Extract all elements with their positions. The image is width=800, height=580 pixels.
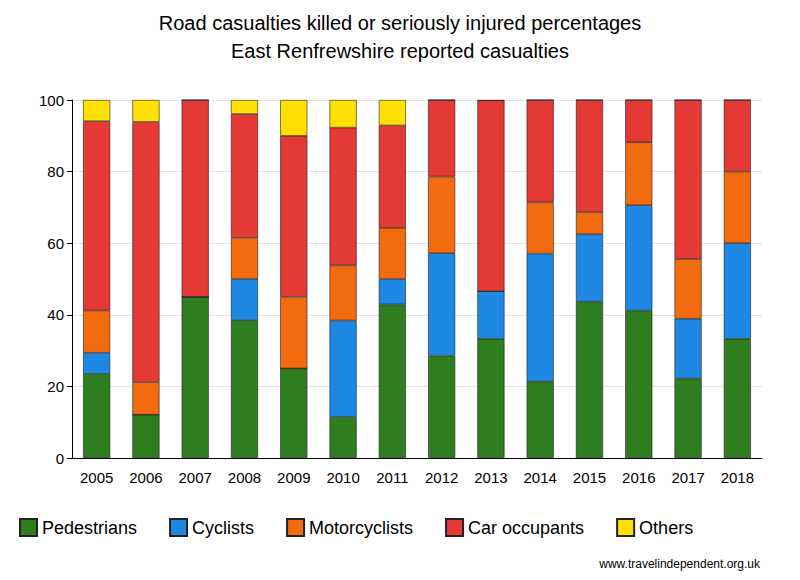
svg-text:Cyclists: Cyclists xyxy=(192,518,254,538)
svg-text:2014: 2014 xyxy=(524,469,557,486)
svg-text:80: 80 xyxy=(47,163,64,180)
svg-text:2017: 2017 xyxy=(671,469,704,486)
svg-text:2005: 2005 xyxy=(80,469,113,486)
svg-text:2015: 2015 xyxy=(573,469,606,486)
svg-text:2007: 2007 xyxy=(179,469,212,486)
svg-text:2010: 2010 xyxy=(326,469,359,486)
svg-text:20: 20 xyxy=(47,378,64,395)
svg-text:Others: Others xyxy=(639,518,693,538)
svg-text:0: 0 xyxy=(56,450,64,467)
svg-text:60: 60 xyxy=(47,235,64,252)
svg-text:Car occupants: Car occupants xyxy=(468,518,584,538)
svg-text:Pedestrians: Pedestrians xyxy=(42,518,137,538)
svg-text:Motorcyclists: Motorcyclists xyxy=(309,518,413,538)
svg-text:East Renfrewshire reported cas: East Renfrewshire reported casualties xyxy=(231,40,569,62)
svg-text:2006: 2006 xyxy=(129,469,162,486)
svg-text:2012: 2012 xyxy=(425,469,458,486)
svg-text:www.travelindependent.org.uk: www.travelindependent.org.uk xyxy=(598,557,761,571)
svg-text:2013: 2013 xyxy=(474,469,507,486)
svg-text:2011: 2011 xyxy=(376,469,408,486)
svg-text:100: 100 xyxy=(39,92,64,109)
svg-text:2016: 2016 xyxy=(622,469,655,486)
svg-text:2018: 2018 xyxy=(721,469,754,486)
svg-text:40: 40 xyxy=(47,306,64,323)
svg-text:2009: 2009 xyxy=(277,469,310,486)
svg-text:2008: 2008 xyxy=(228,469,261,486)
svg-text:Road casualties killed or seri: Road casualties killed or seriously inju… xyxy=(159,12,641,34)
